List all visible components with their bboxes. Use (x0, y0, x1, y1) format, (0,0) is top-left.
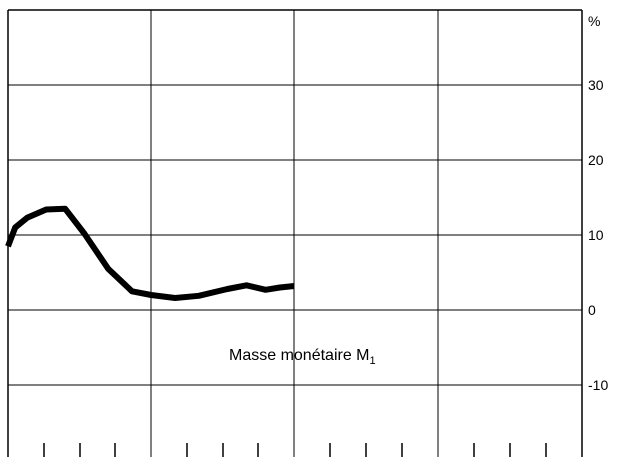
ticks-layer (43, 443, 547, 457)
y-tick-label-0: 30 (588, 77, 604, 93)
labels-layer: % Masse monétaire M1 30 20 10 0 -10 (229, 13, 608, 393)
series-annotation-subscript: 1 (370, 355, 376, 367)
series-annotation: Masse monétaire M1 (229, 347, 376, 367)
y-tick-label-4: -10 (588, 377, 608, 393)
y-tick-label-1: 20 (588, 152, 604, 168)
series-layer (5, 205, 295, 301)
y-tick-label-2: 10 (588, 227, 604, 243)
y-tick-label-3: 0 (588, 302, 596, 318)
y-unit-label: % (588, 13, 600, 29)
grid-layer (7, 9, 583, 457)
series-annotation-main: Masse monétaire M (229, 347, 370, 364)
series-line-0 (5, 205, 295, 301)
